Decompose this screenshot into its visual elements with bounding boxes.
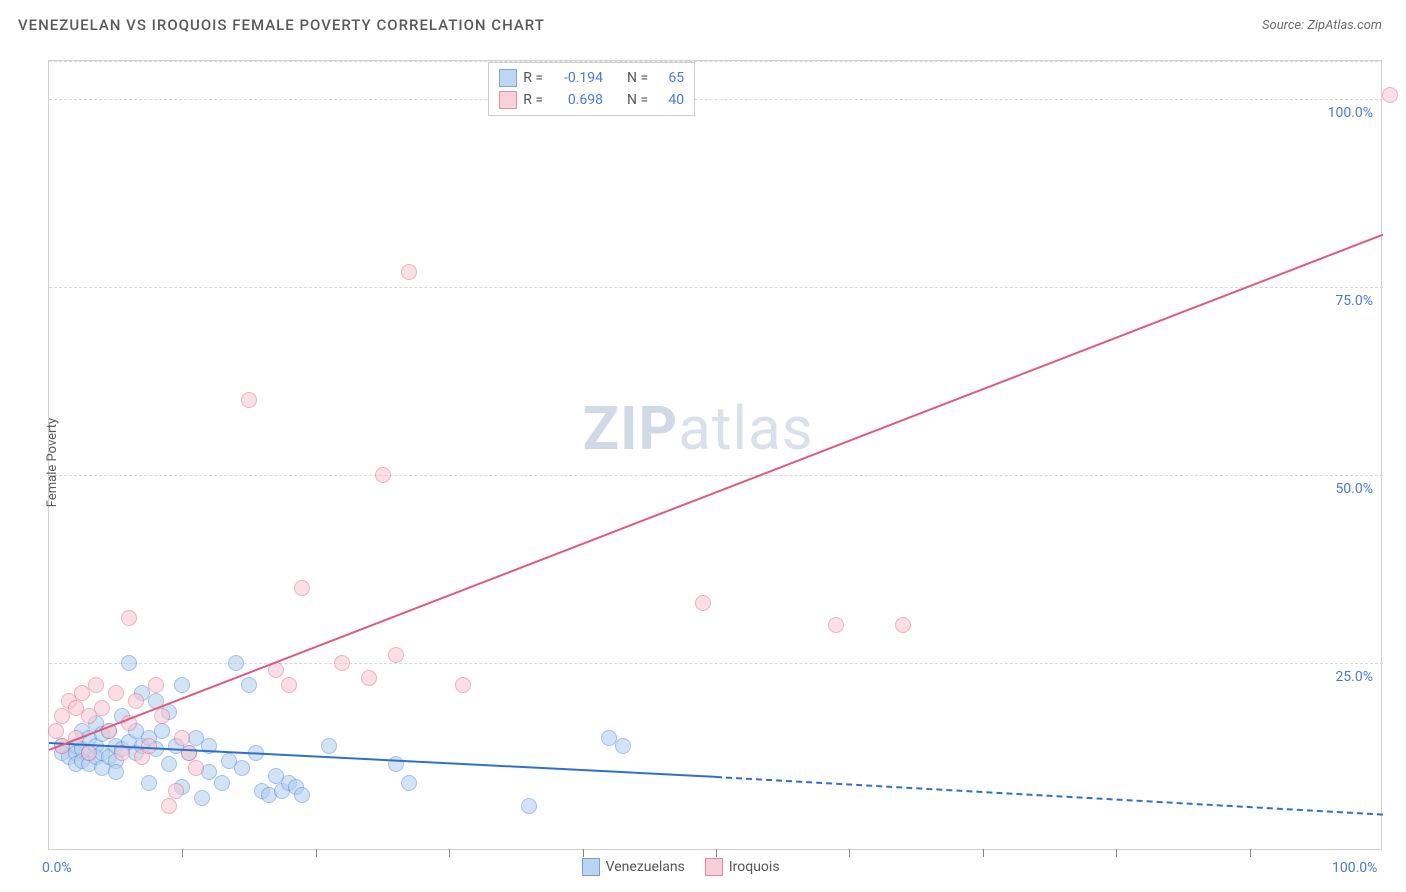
data-point (174, 677, 190, 693)
data-point (181, 745, 197, 761)
data-point (695, 595, 711, 611)
y-tick-label: 100.0% (1313, 105, 1373, 121)
series-legend-label: Venezuelans (606, 859, 685, 875)
x-tick (849, 849, 850, 857)
legend-n-value: 40 (654, 92, 684, 108)
gridline (49, 663, 1383, 664)
gridline (49, 99, 1383, 100)
stats-legend-row: R = -0.194 N = 65 (499, 67, 684, 89)
y-tick-label: 75.0% (1313, 293, 1373, 309)
legend-r-prefix: R = (523, 92, 543, 108)
data-point (1382, 87, 1398, 103)
data-point (401, 775, 417, 791)
data-point (281, 677, 297, 693)
data-point (108, 764, 124, 780)
data-point (141, 738, 157, 754)
data-point (895, 617, 911, 633)
y-tick-label: 25.0% (1313, 669, 1373, 685)
data-point (81, 745, 97, 761)
data-point (214, 775, 230, 791)
legend-n-prefix: N = (627, 92, 648, 108)
data-point (294, 787, 310, 803)
data-point (388, 647, 404, 663)
data-point (128, 693, 144, 709)
x-tick (1116, 849, 1117, 857)
x-tick-label-left: 0.0% (42, 860, 72, 876)
data-point (401, 264, 417, 280)
y-axis-title: Female Poverty (45, 418, 60, 507)
legend-swatch (582, 858, 600, 876)
legend-r-value: 0.698 (549, 92, 603, 108)
watermark: ZIPatlas (583, 393, 814, 464)
data-point (241, 392, 257, 408)
series-legend-item: Iroquois (705, 858, 780, 876)
data-point (121, 610, 137, 626)
gridline (49, 475, 1383, 476)
chart-title: VENEZUELAN VS IROQUOIS FEMALE POVERTY CO… (18, 16, 545, 34)
legend-swatch (499, 91, 517, 109)
data-point (188, 760, 204, 776)
data-point (154, 708, 170, 724)
data-point (108, 685, 124, 701)
data-point (361, 670, 377, 686)
legend-r-value: -0.194 (549, 70, 603, 86)
trend-line (49, 234, 1384, 751)
stats-legend-row: R = 0.698 N = 40 (499, 89, 684, 111)
data-point (161, 756, 177, 772)
data-point (48, 723, 64, 739)
data-point (241, 677, 257, 693)
data-point (174, 730, 190, 746)
data-point (294, 580, 310, 596)
watermark-bold: ZIP (583, 393, 679, 464)
legend-swatch (705, 858, 723, 876)
data-point (321, 738, 337, 754)
data-point (334, 655, 350, 671)
stats-legend: R = -0.194 N = 65 R = 0.698 N = 40 (488, 62, 695, 116)
data-point (375, 467, 391, 483)
legend-swatch (499, 69, 517, 87)
data-point (121, 655, 137, 671)
plot-area: ZIPatlas 25.0% 50.0% 75.0% 100.0% (48, 60, 1382, 850)
data-point (88, 677, 104, 693)
data-point (94, 700, 110, 716)
data-point (148, 677, 164, 693)
data-point (141, 775, 157, 791)
legend-n-prefix: N = (627, 70, 648, 86)
legend-r-prefix: R = (523, 70, 543, 86)
x-tick (983, 849, 984, 857)
legend-n-value: 65 (654, 70, 684, 86)
x-tick (716, 849, 717, 857)
x-tick (583, 849, 584, 857)
data-point (228, 655, 244, 671)
x-tick (1250, 849, 1251, 857)
x-tick (449, 849, 450, 857)
series-legend-label: Iroquois (729, 859, 780, 875)
data-point (521, 798, 537, 814)
y-tick-label: 50.0% (1313, 481, 1373, 497)
data-point (168, 783, 184, 799)
data-point (154, 723, 170, 739)
x-tick (182, 849, 183, 857)
data-point (615, 738, 631, 754)
data-point (828, 617, 844, 633)
series-legend-item: Venezuelans (582, 858, 685, 876)
watermark-light: atlas (678, 393, 813, 464)
gridline (49, 287, 1383, 288)
x-tick-label-right: 100.0% (1332, 860, 1377, 876)
data-point (234, 760, 250, 776)
source-label: Source: ZipAtlas.com (1262, 18, 1382, 33)
series-legend: Venezuelans Iroquois (582, 858, 780, 876)
trend-line (716, 776, 1383, 816)
data-point (161, 798, 177, 814)
data-point (194, 790, 210, 806)
x-tick (316, 849, 317, 857)
gridline (49, 61, 1383, 62)
data-point (455, 677, 471, 693)
